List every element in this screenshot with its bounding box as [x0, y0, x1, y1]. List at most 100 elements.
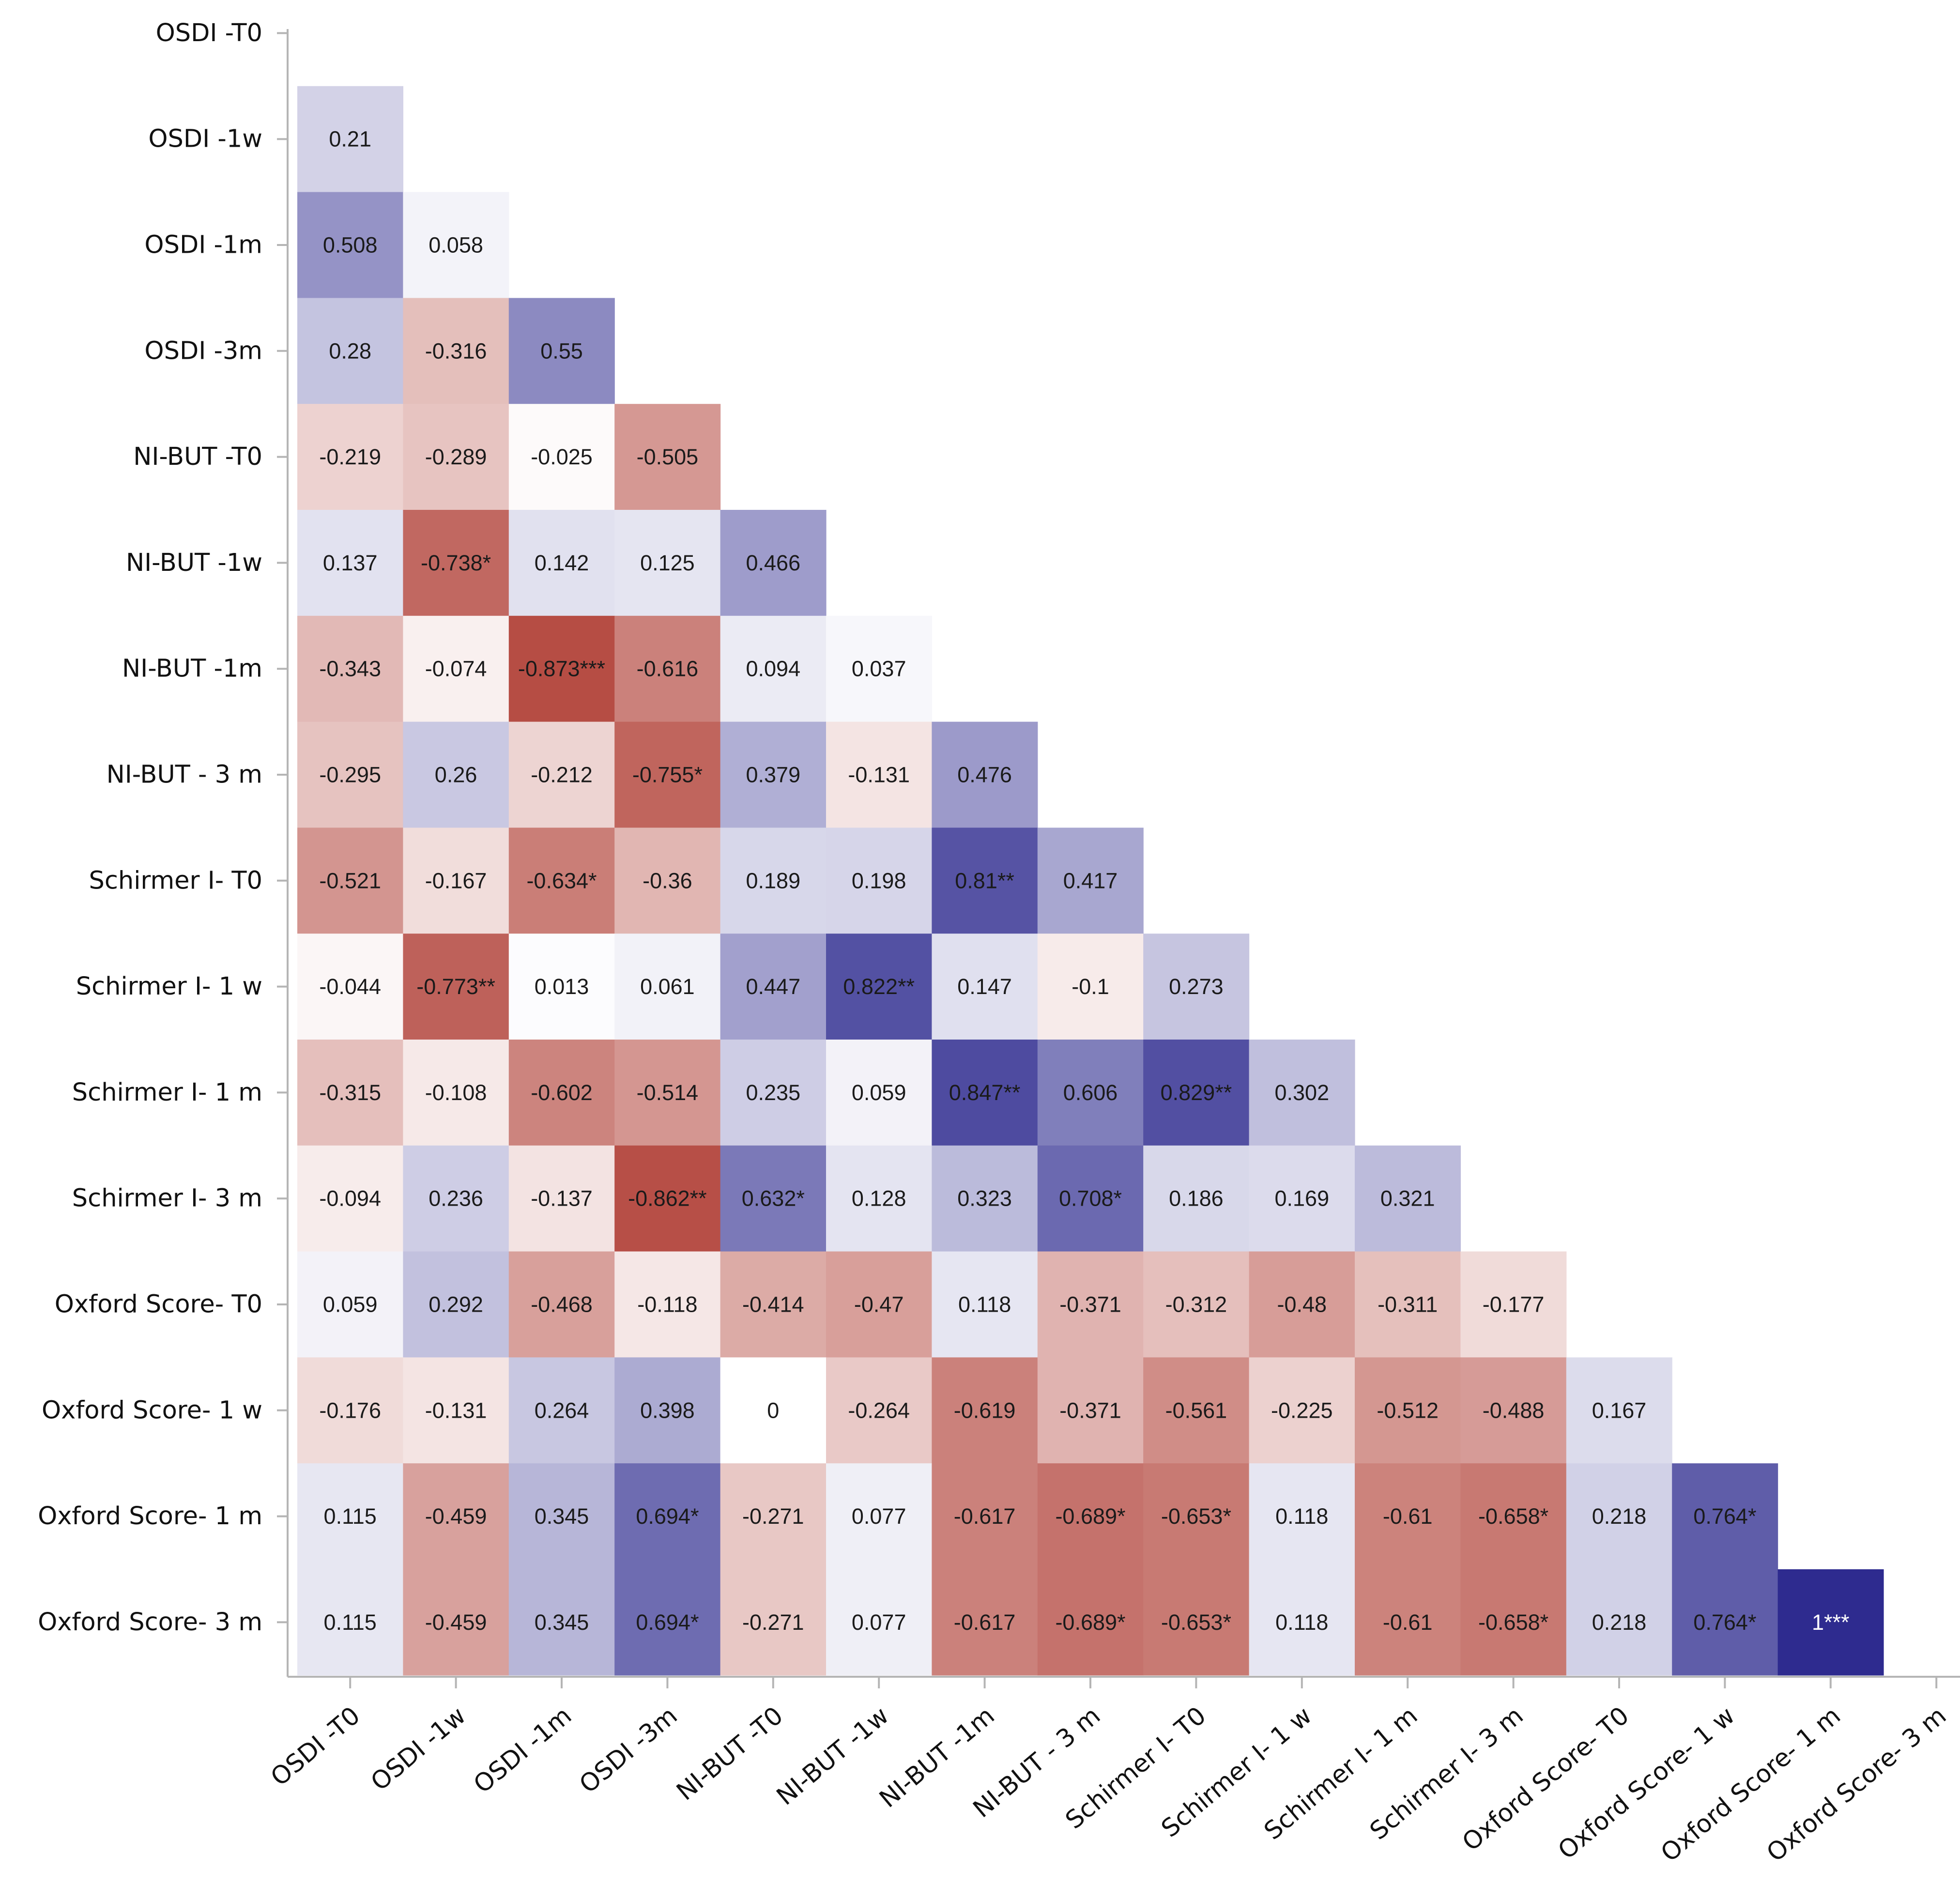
heatmap-cell-value: 0.167 — [1592, 1398, 1647, 1423]
heatmap-cell-fill — [1037, 1463, 1144, 1570]
heatmap-cell: 0.218 — [1566, 1569, 1672, 1676]
heatmap-cell-fill — [1249, 1463, 1355, 1570]
heatmap-cell-fill — [508, 1569, 615, 1676]
heatmap-cell: 0.28 — [297, 298, 403, 404]
heatmap-cell: -0.264 — [826, 1357, 932, 1464]
heatmap-cell-value: -0.61 — [1383, 1504, 1433, 1529]
heatmap-cell-fill — [297, 510, 403, 616]
heatmap-cell-value: 0.292 — [429, 1292, 483, 1317]
heatmap-cell: -0.512 — [1355, 1357, 1461, 1464]
heatmap-cell: -0.212 — [508, 721, 615, 828]
row-tick-label: OSDI -1m — [144, 231, 262, 260]
heatmap-cell-fill — [508, 827, 615, 934]
heatmap-cell-fill — [932, 1040, 1038, 1146]
heatmap-cell-value: 0.632* — [742, 1186, 805, 1211]
heatmap-cell-fill — [1249, 1357, 1355, 1464]
heatmap-cell-fill — [1355, 1463, 1461, 1570]
heatmap-cell-value: -0.459 — [425, 1504, 487, 1529]
heatmap-cell-value: 0.847** — [949, 1080, 1021, 1105]
heatmap-cell-fill — [297, 1463, 403, 1570]
heatmap-cell-value: 0.273 — [1169, 974, 1224, 999]
heatmap-cell-value: 0.417 — [1063, 868, 1118, 893]
heatmap-cell: 0.235 — [720, 1040, 827, 1146]
row-tick-label: Schirmer I- 1 m — [72, 1078, 262, 1107]
heatmap-cell: -0.459 — [403, 1463, 509, 1570]
heatmap-cell: -0.044 — [297, 934, 403, 1040]
heatmap-cell: -0.177 — [1460, 1251, 1567, 1358]
heatmap-cell: 0.125 — [614, 510, 721, 616]
heatmap-cell: 1*** — [1777, 1569, 1884, 1676]
heatmap-cell-value: -0.312 — [1165, 1292, 1227, 1317]
heatmap-cell-value: 0.26 — [435, 763, 477, 787]
heatmap-cell-fill — [932, 1463, 1038, 1570]
heatmap-cell-value: 0.037 — [852, 657, 906, 681]
row-tick-label: NI-BUT -1w — [126, 549, 262, 577]
heatmap-cell-fill — [403, 1145, 509, 1252]
heatmap-cell: -0.47 — [826, 1251, 932, 1358]
heatmap-cell: 0.077 — [826, 1463, 932, 1570]
heatmap-cell-fill — [1143, 1463, 1250, 1570]
heatmap-cell-value: -0.044 — [319, 974, 381, 999]
heatmap-cell-fill — [1037, 1569, 1144, 1676]
heatmap-cell-fill — [614, 827, 721, 934]
heatmap-cell: 0.189 — [720, 827, 827, 934]
heatmap-cell-value: 0.198 — [852, 868, 906, 893]
heatmap-cell: -0.755* — [614, 721, 721, 828]
heatmap-cell: 0.345 — [508, 1463, 615, 1570]
heatmap-cell-value: 0 — [767, 1398, 779, 1423]
heatmap-cell-value: -0.371 — [1059, 1292, 1121, 1317]
heatmap-cell-value: 0.345 — [535, 1610, 589, 1635]
heatmap-cell-fill — [297, 86, 403, 193]
heatmap-cell-value: -0.653* — [1161, 1504, 1231, 1529]
heatmap-cell: -0.289 — [403, 404, 509, 510]
heatmap-cell-value: 0.118 — [958, 1292, 1011, 1317]
heatmap-cell: -0.468 — [508, 1251, 615, 1358]
heatmap-cell: -0.131 — [403, 1357, 509, 1464]
heatmap-cell: 0.81** — [932, 827, 1038, 934]
heatmap-cell: 0.137 — [297, 510, 403, 616]
heatmap-cell-value: 0.21 — [329, 127, 371, 152]
heatmap-cell: 0.218 — [1566, 1463, 1672, 1570]
heatmap-cell: -0.295 — [297, 721, 403, 828]
heatmap-cells: 0.21 0.508 0.058 0.28 -0.316 0.55 -0.219 -0.289… — [297, 86, 1884, 1676]
heatmap-cell-fill — [403, 1251, 509, 1358]
row-tick-label: OSDI -T0 — [156, 19, 262, 47]
heatmap-cell-fill — [614, 1463, 721, 1570]
heatmap-cell-value: 0.142 — [535, 551, 589, 575]
heatmap-cell: -0.108 — [403, 1040, 509, 1146]
heatmap-cell: -0.61 — [1355, 1569, 1461, 1676]
row-tick-label: Schirmer I- 3 m — [72, 1184, 262, 1213]
heatmap-cell-value: -0.289 — [425, 444, 487, 469]
heatmap-cell-fill — [720, 934, 827, 1040]
heatmap-cell-fill — [403, 192, 509, 298]
heatmap-cell-fill — [826, 1040, 932, 1146]
heatmap-cell-fill — [932, 1569, 1038, 1676]
heatmap-cell-value: -0.505 — [637, 444, 699, 469]
heatmap-cell-value: -0.118 — [637, 1292, 697, 1317]
heatmap-cell-value: 0.118 — [1275, 1610, 1328, 1635]
heatmap-cell-value: 0.81** — [955, 868, 1014, 893]
heatmap-cell-value: -0.177 — [1483, 1292, 1545, 1317]
heatmap-cell: -0.36 — [614, 827, 721, 934]
heatmap-cell-value: -0.137 — [531, 1186, 593, 1211]
heatmap-cell-fill — [1143, 1251, 1250, 1358]
heatmap-cell-fill — [826, 721, 932, 828]
heatmap-cell-fill — [826, 1569, 932, 1676]
heatmap-cell: 0.094 — [720, 615, 827, 722]
heatmap-cell: 0.847** — [932, 1040, 1038, 1146]
heatmap-cell-value: -0.295 — [319, 763, 381, 787]
heatmap-cell-fill — [1249, 1145, 1355, 1252]
heatmap-cell-value: 0.321 — [1380, 1186, 1435, 1211]
heatmap-cell: -0.521 — [297, 827, 403, 934]
heatmap-cell: -0.873*** — [508, 615, 615, 722]
heatmap-cell: 0.302 — [1249, 1040, 1355, 1146]
heatmap-cell-value: -0.176 — [319, 1398, 381, 1423]
heatmap-cell-fill — [508, 1463, 615, 1570]
heatmap-cell-value: 0.061 — [640, 974, 695, 999]
heatmap-cell-fill — [1249, 1569, 1355, 1676]
heatmap-cell-fill — [932, 1251, 1038, 1358]
heatmap-cell-value: -0.315 — [319, 1080, 381, 1105]
heatmap-cell-fill — [932, 1357, 1038, 1464]
heatmap-cell-fill — [508, 1251, 615, 1358]
